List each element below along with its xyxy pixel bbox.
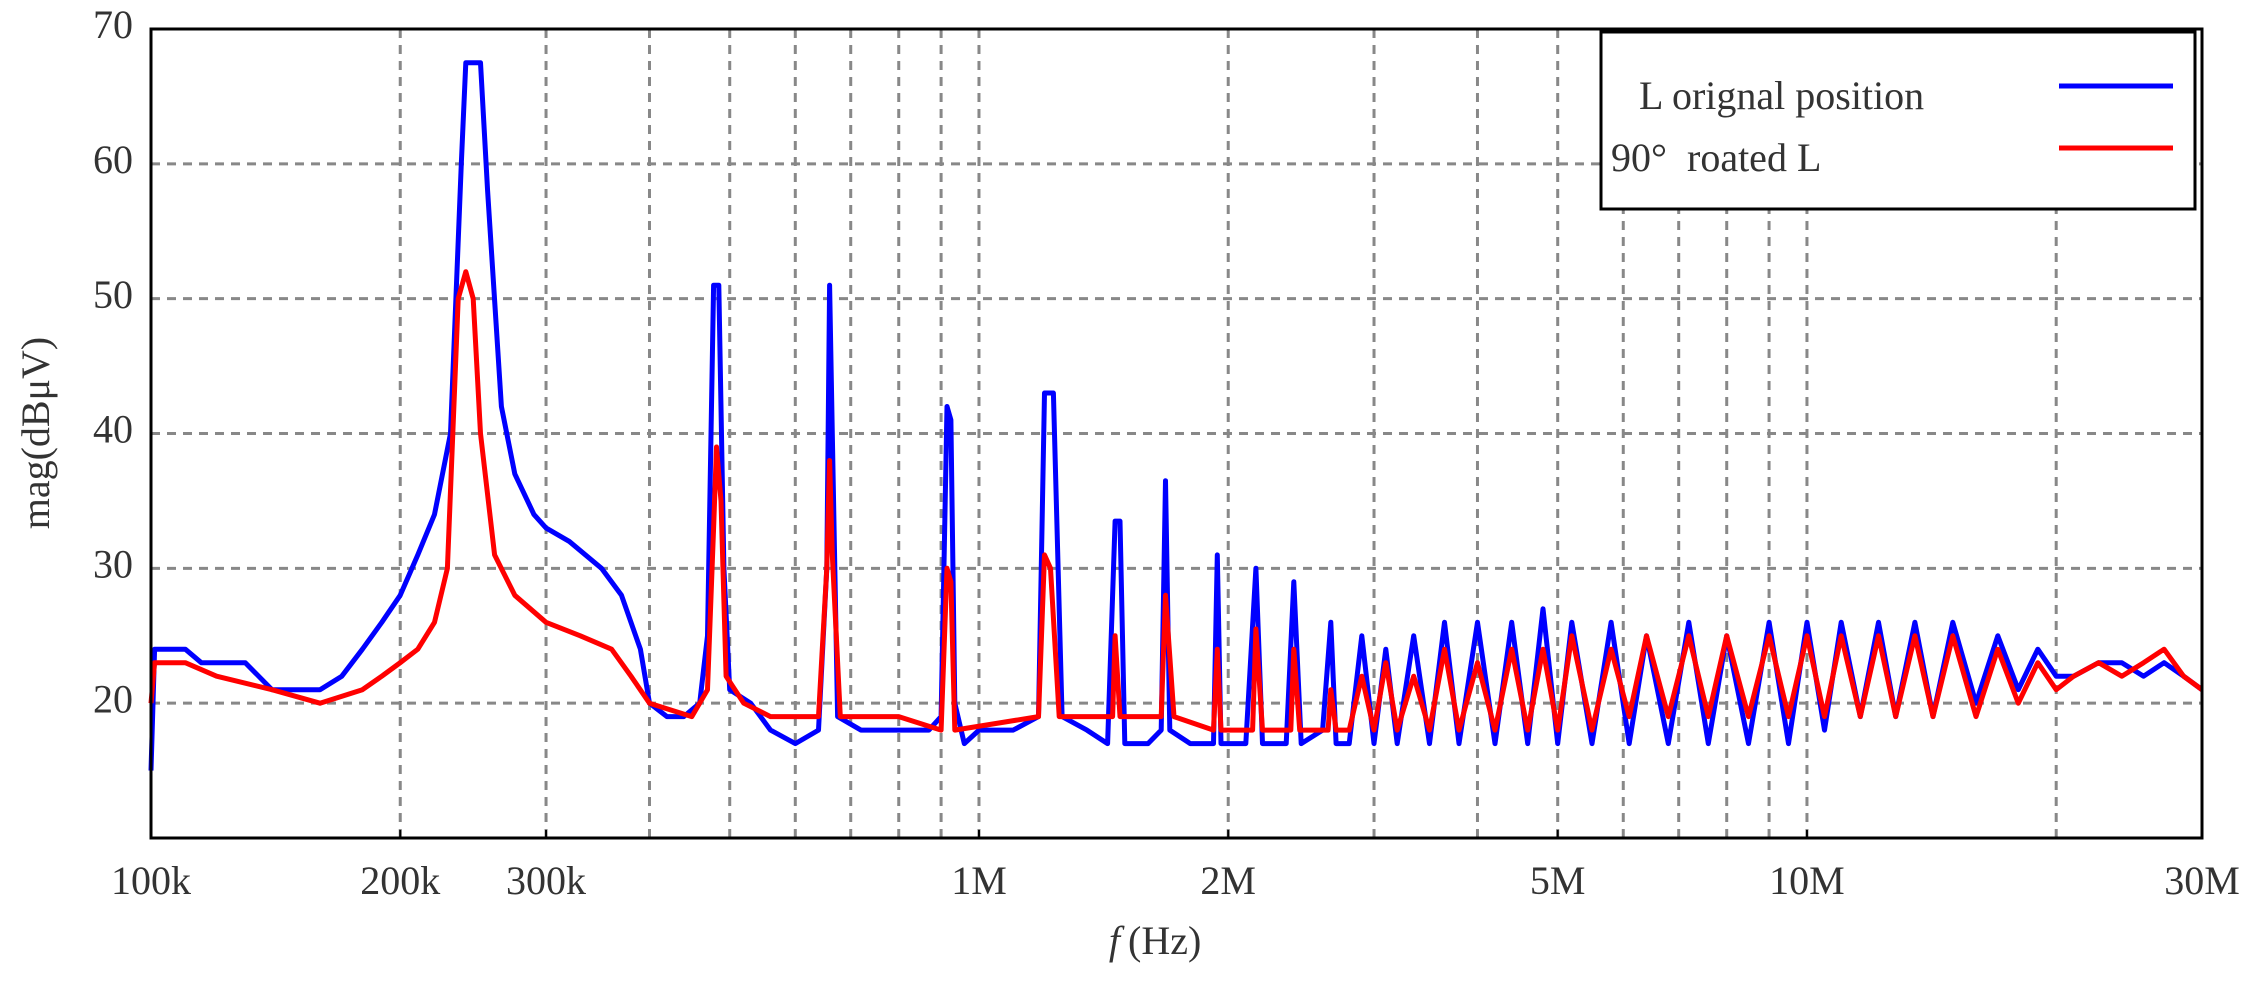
- y-tick-label: 50: [93, 272, 133, 317]
- y-axis-label: mag(dBμV): [13, 337, 58, 530]
- series-line: [148, 269, 2204, 733]
- plot-area: [148, 60, 2204, 771]
- x-axis-unit: (Hz): [1128, 918, 1201, 963]
- x-tick-label: 1M: [951, 858, 1007, 903]
- legend-label: L orignal position: [1639, 73, 1924, 118]
- legend: L orignal position 90° roated L: [1599, 30, 2197, 211]
- y-tick-label: 30: [93, 542, 133, 587]
- x-tick-label: 30M: [2164, 858, 2240, 903]
- x-axis-symbol: f: [1109, 918, 1125, 963]
- plot-frame: [149, 27, 2204, 840]
- legend-box: [1599, 30, 2197, 211]
- legend-label: 90° roated L: [1611, 135, 1821, 180]
- x-tick-label: 2M: [1200, 858, 1256, 903]
- x-tick-label: 300k: [506, 858, 586, 903]
- x-tick-label: 10M: [1769, 858, 1845, 903]
- y-tick-label: 40: [93, 407, 133, 452]
- y-tick-label: 20: [93, 676, 133, 721]
- y-tick-label: 70: [93, 2, 133, 47]
- y-tick-label: 60: [93, 137, 133, 182]
- x-tick-label: 200k: [360, 858, 440, 903]
- series-line: [148, 60, 2204, 771]
- x-tick-label: 100k: [111, 858, 191, 903]
- x-tick-label: 5M: [1530, 858, 1586, 903]
